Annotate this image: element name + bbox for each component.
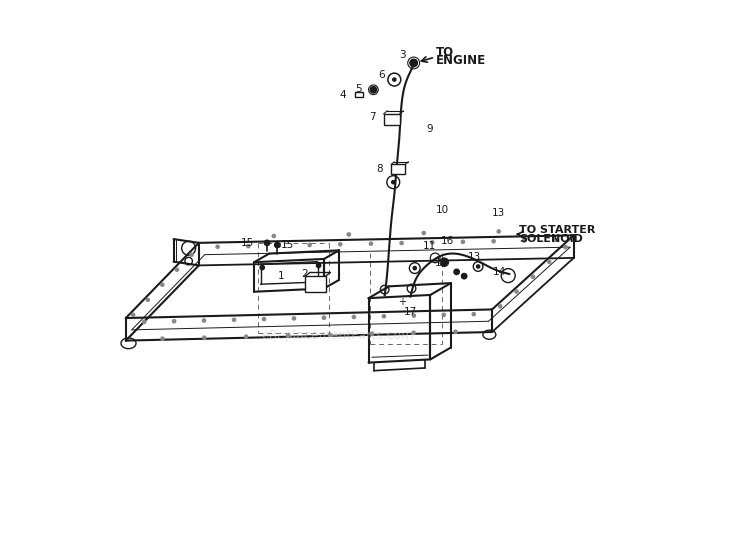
Text: 6: 6 [378,70,385,81]
Bar [355,92,363,98]
Text: 2: 2 [301,269,307,279]
Text: 16: 16 [441,236,454,246]
Text: TO STARTER: TO STARTER [519,225,596,236]
Circle shape [160,337,164,340]
Bar [305,276,326,292]
Text: eReplacementParts.com: eReplacementParts.com [261,329,413,342]
Text: 11: 11 [422,241,436,250]
Circle shape [499,305,502,308]
Text: TO: TO [436,46,454,59]
Text: 5: 5 [355,84,362,94]
Circle shape [441,259,448,265]
Circle shape [244,335,248,338]
Circle shape [160,283,164,287]
Circle shape [400,242,404,245]
Text: 10: 10 [436,204,449,215]
Circle shape [497,230,500,233]
Text: SOLENOID: SOLENOID [519,233,583,243]
Circle shape [247,244,250,248]
Text: +: + [398,298,406,307]
Circle shape [370,332,374,335]
Text: 9: 9 [426,124,433,134]
Circle shape [461,273,466,279]
Text: 3: 3 [400,50,406,60]
Circle shape [515,290,518,293]
Text: 13: 13 [491,208,505,218]
Circle shape [202,336,206,339]
Circle shape [260,265,264,270]
Circle shape [202,319,206,322]
Text: 4: 4 [339,90,346,100]
Circle shape [476,265,480,268]
Circle shape [232,318,236,322]
Text: 12: 12 [435,258,448,269]
Circle shape [172,319,176,323]
Circle shape [548,260,550,264]
Circle shape [316,263,321,267]
Text: ENGINE: ENGINE [436,54,486,67]
Text: 15: 15 [241,238,254,248]
Circle shape [564,246,567,249]
Text: 17: 17 [404,306,417,317]
Circle shape [531,275,535,278]
Text: 13: 13 [467,252,481,262]
Circle shape [461,240,464,243]
Circle shape [264,240,270,246]
Circle shape [352,315,356,318]
Circle shape [339,243,342,246]
Circle shape [392,180,394,184]
Circle shape [286,334,290,338]
Circle shape [262,317,266,321]
Circle shape [454,330,457,333]
Text: 7: 7 [370,112,376,122]
Circle shape [347,233,350,236]
Circle shape [308,243,311,247]
Circle shape [142,320,146,323]
Circle shape [146,298,149,301]
Circle shape [430,241,434,244]
Text: 14: 14 [493,267,506,277]
Circle shape [322,316,326,319]
Circle shape [442,313,446,317]
Circle shape [454,269,459,275]
Circle shape [272,235,275,238]
Bar [391,164,405,174]
Circle shape [216,245,219,248]
Circle shape [369,242,373,246]
Circle shape [393,78,396,81]
Circle shape [292,317,296,320]
Circle shape [413,314,416,317]
Circle shape [413,266,416,270]
Circle shape [370,87,376,93]
Circle shape [131,313,135,316]
Circle shape [274,242,280,248]
Circle shape [328,333,332,336]
Text: 1: 1 [278,271,284,281]
Text: 8: 8 [376,164,383,174]
Circle shape [472,312,476,316]
Circle shape [412,331,416,334]
Circle shape [190,253,194,256]
Circle shape [382,315,386,318]
Circle shape [422,231,425,235]
Circle shape [554,238,556,242]
Circle shape [176,268,178,271]
Circle shape [492,239,495,243]
Circle shape [523,239,526,242]
Text: 15: 15 [280,240,294,250]
Circle shape [278,244,280,247]
Circle shape [410,59,418,67]
Bar [383,114,400,125]
